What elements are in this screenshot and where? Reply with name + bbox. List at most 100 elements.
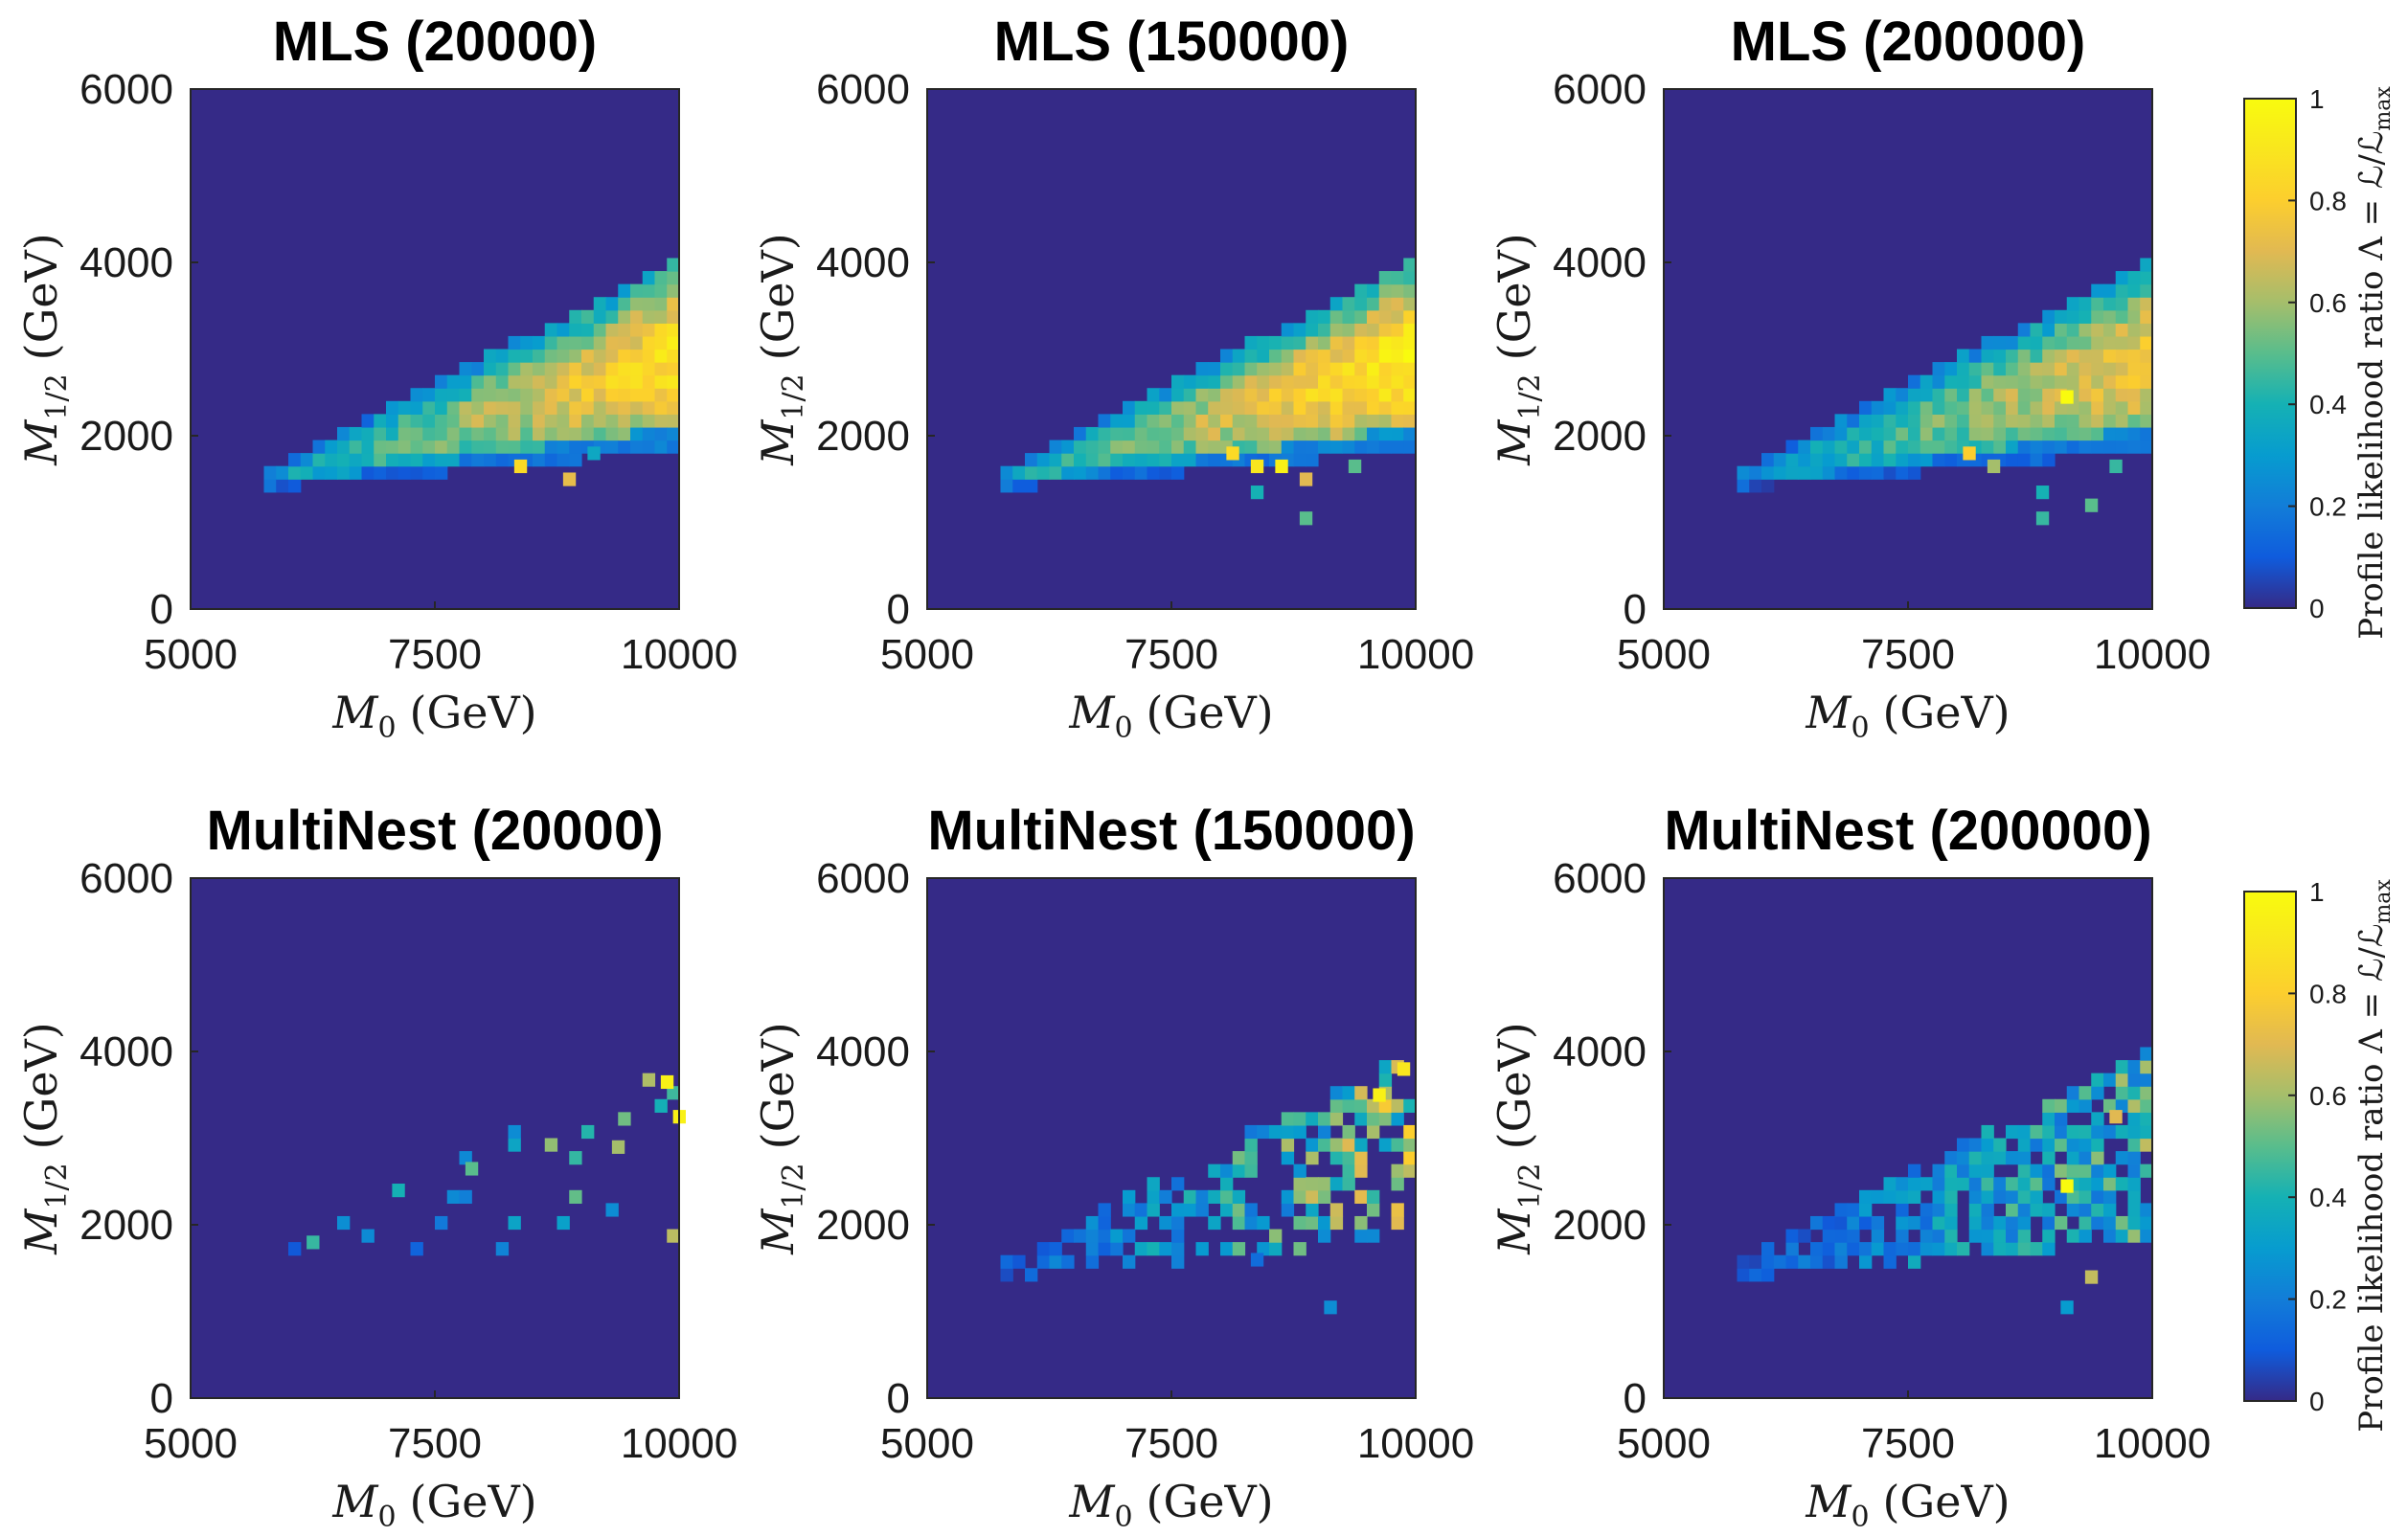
heatmap-cell	[410, 400, 423, 415]
heatmap-cell	[557, 414, 570, 428]
panel-title: MultiNest (200000)	[1664, 800, 2151, 862]
heatmap-cell	[1896, 1229, 1909, 1243]
heatmap-cell	[1981, 349, 1994, 363]
heatmap-cell	[1306, 400, 1319, 415]
heatmap-cell	[1134, 426, 1148, 441]
heatmap-cell	[1944, 1151, 1958, 1165]
heatmap-cell	[1810, 1215, 1824, 1231]
heatmap-cell	[2042, 309, 2056, 324]
heatmap-cell	[1147, 1242, 1160, 1256]
y-tick-label: 6000	[80, 66, 173, 113]
heatmap-cell	[2079, 1098, 2092, 1113]
heatmap-cell	[1810, 465, 1824, 480]
heatmap-cell	[1822, 1242, 1836, 1256]
heatmap-cell	[1329, 349, 1344, 363]
heatmap-cell	[1244, 1163, 1258, 1178]
heatmap-cell	[1110, 453, 1124, 467]
heatmap-cell	[1074, 426, 1087, 441]
heatmap-cell	[1000, 465, 1013, 480]
heatmap-cell	[1908, 414, 1921, 428]
heatmap-cell	[1944, 1242, 1958, 1256]
heatmap-cell	[605, 309, 619, 324]
heatmap-cell	[1785, 1242, 1799, 1256]
heatmap-cell	[2079, 1086, 2092, 1100]
heatmap-cell	[2091, 335, 2104, 350]
heatmap-cell	[2103, 323, 2117, 337]
heatmap-cell	[1110, 465, 1124, 480]
heatmap-cells	[263, 258, 680, 493]
heatmap-cell	[2091, 323, 2104, 337]
heatmap-cell	[508, 400, 521, 415]
heatmap-cell	[1798, 1254, 1811, 1269]
y-axis-sub: 1/2	[777, 373, 810, 419]
heatmap-cell	[1810, 453, 1824, 467]
heatmap-cell	[1257, 362, 1270, 376]
heatmap-cell	[1195, 400, 1209, 415]
heatmap-cell	[2079, 349, 2092, 363]
heatmap-cell	[1822, 453, 1836, 467]
heatmap-cell	[1244, 1203, 1258, 1217]
heatmap-cell	[667, 388, 680, 402]
heatmap-cell	[1932, 1229, 1945, 1243]
heatmap-cell	[654, 297, 668, 311]
heatmap-cell	[1981, 1124, 1994, 1140]
heatmap-cell	[2115, 1151, 2129, 1165]
heatmap-cell	[1257, 388, 1270, 402]
heatmap-cell	[557, 323, 570, 337]
heatmap-cell	[667, 309, 680, 324]
y-tick-label: 0	[1624, 1375, 1647, 1422]
heatmap-cell	[471, 362, 485, 376]
heatmap-cell	[630, 362, 644, 376]
heatmap-cell	[1232, 1163, 1246, 1178]
heatmap-cell	[2140, 349, 2153, 363]
heatmap-cell	[495, 374, 510, 389]
heatmap-cell	[2127, 362, 2141, 376]
heatmap-cell	[2017, 1203, 2032, 1217]
heatmap-outlier-cell	[587, 446, 601, 461]
heatmap-cell	[1403, 283, 1417, 298]
heatmap-cell	[1993, 1229, 2007, 1243]
heatmap-cell	[1354, 297, 1368, 311]
heatmap-cell	[1049, 1242, 1062, 1256]
heatmap-cell	[581, 362, 595, 376]
heatmap-cell	[2140, 335, 2153, 350]
heatmap-cells	[1000, 1060, 1417, 1315]
heatmap-cell	[2115, 323, 2129, 337]
heatmap-cell	[1269, 374, 1283, 389]
heatmap-cell	[1220, 388, 1234, 402]
heatmap-cell	[630, 426, 644, 441]
heatmap-cell	[2055, 1138, 2068, 1152]
y-tick-label: 0	[150, 586, 173, 633]
heatmap-cell	[1354, 374, 1368, 389]
y-tick-label: 0	[150, 1375, 173, 1422]
heatmap-cell	[2115, 388, 2129, 402]
heatmap-cell	[1329, 323, 1344, 337]
heatmap-cell	[569, 400, 582, 415]
heatmap-cell	[398, 465, 412, 480]
colorbar-label-text: Profile likelihood ratio Λ = ℒ/ℒ	[2352, 131, 2391, 640]
heatmap-cell	[1859, 414, 1873, 428]
heatmap-cell	[508, 388, 521, 402]
heatmap-cell	[642, 362, 656, 376]
heatmap-cell	[2017, 1163, 2032, 1178]
y-axis-label: M1/2 (GeV)	[15, 233, 74, 465]
heatmap-cell	[2079, 1229, 2092, 1243]
heatmap-cell	[2115, 374, 2129, 389]
heatmap-cell	[2140, 1073, 2153, 1087]
heatmap-cell	[1123, 1254, 1136, 1269]
heatmap-cell	[1785, 1254, 1799, 1269]
heatmap-cell	[1171, 400, 1185, 415]
heatmap-cell	[1403, 400, 1417, 415]
heatmap-cell	[581, 414, 595, 428]
heatmap-cell	[1329, 335, 1344, 350]
heatmap-cell	[386, 414, 399, 428]
heatmap-cell	[1981, 1177, 1994, 1191]
heatmap-cell	[508, 1215, 521, 1231]
heatmap-cell	[1134, 440, 1148, 454]
heatmap-cell	[2030, 1177, 2043, 1191]
heatmap-cell	[446, 440, 461, 454]
heatmap-cell	[446, 426, 461, 441]
heatmap-cell	[1883, 1177, 1897, 1191]
heatmap-cell	[1354, 400, 1368, 415]
heatmap-cell	[1306, 1203, 1319, 1217]
